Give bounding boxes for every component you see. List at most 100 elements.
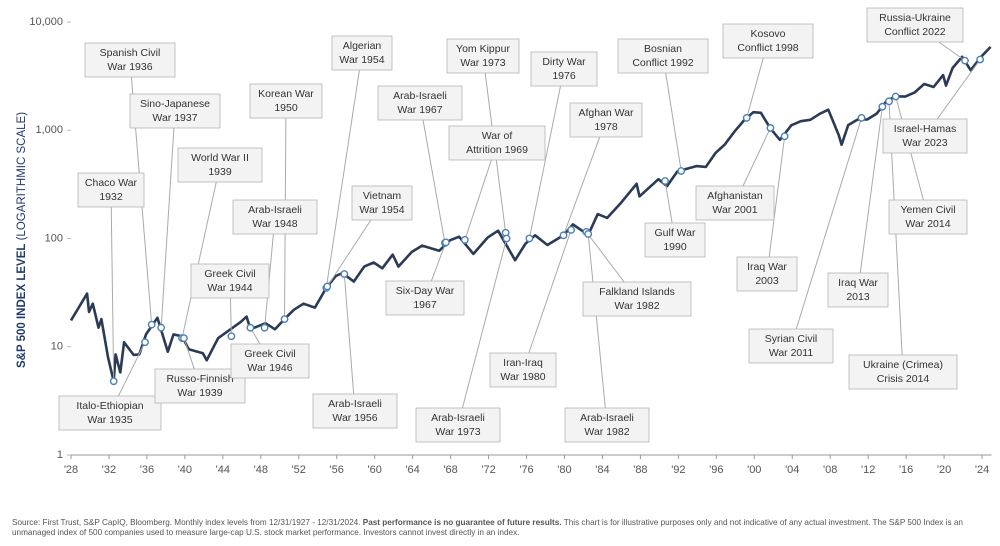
label-box bbox=[312, 393, 398, 429]
event-marker bbox=[227, 332, 236, 341]
event-marker bbox=[246, 323, 255, 332]
event-marker bbox=[661, 177, 669, 185]
event-marker bbox=[567, 226, 576, 234]
x-tick-label: '12 bbox=[861, 464, 875, 476]
label-box bbox=[617, 38, 709, 74]
event-marker bbox=[141, 338, 149, 347]
event-marker bbox=[502, 234, 511, 243]
label-box bbox=[582, 281, 692, 317]
annotation-label: Greek Civil bbox=[204, 268, 255, 280]
annotation-label: Arab-Israeli bbox=[328, 398, 382, 410]
label-box bbox=[866, 7, 964, 43]
label-box bbox=[530, 51, 598, 87]
label-box bbox=[77, 172, 145, 208]
event-marker bbox=[584, 230, 593, 238]
annotation-label: Syrian Civil bbox=[765, 333, 818, 345]
label-box bbox=[177, 147, 263, 183]
annotation-label: War 2011 bbox=[769, 347, 814, 359]
annotation-label: Chaco War bbox=[85, 177, 138, 189]
annotation-label: War 1935 bbox=[87, 414, 132, 426]
leader-line bbox=[457, 238, 508, 426]
event-marker bbox=[109, 377, 118, 386]
x-tick-label: '64 bbox=[405, 464, 419, 476]
annotation-label: Russo-Finnish bbox=[166, 373, 233, 385]
annotation-label: Yemen Civil bbox=[900, 204, 955, 216]
annotation-label: Arab-Israeli bbox=[248, 204, 302, 216]
leader-line bbox=[160, 110, 176, 328]
x-tick-label: '16 bbox=[899, 464, 913, 476]
y-axis-title: S&P 500 INDEX LEVEL bbox=[16, 244, 28, 368]
x-tick-label: '96 bbox=[709, 464, 723, 476]
y-tick-label: 100 bbox=[45, 232, 63, 244]
label-box bbox=[446, 38, 520, 74]
label-box bbox=[888, 199, 968, 235]
annotation-label: Iraq War bbox=[838, 277, 878, 289]
chart: S&P 500 INDEX LEVEL (LOGARITHMIC SCALE) … bbox=[16, 7, 992, 476]
annotation-label: Algerian bbox=[343, 40, 382, 52]
event-marker bbox=[677, 167, 686, 175]
x-tick-label: '92 bbox=[671, 464, 685, 476]
annotation-label: 1932 bbox=[99, 191, 123, 203]
label-box bbox=[230, 343, 310, 379]
footnote-text: This chart is for illustrative purposes … bbox=[12, 518, 963, 537]
annotation-label: Russia-Ukraine bbox=[879, 12, 951, 24]
annotation-label: War 1967 bbox=[397, 104, 442, 116]
annotation-label: War 1944 bbox=[207, 282, 252, 294]
leader-line bbox=[181, 164, 221, 339]
x-tick-label: '72 bbox=[481, 464, 495, 476]
annotation-label: Spanish Civil bbox=[100, 47, 161, 59]
y-axis-label: S&P 500 INDEX LEVEL (LOGARITHMIC SCALE) bbox=[16, 112, 28, 368]
event-marker bbox=[525, 234, 534, 243]
annotation-label: Greek Civil bbox=[244, 348, 295, 360]
leader-line bbox=[528, 68, 565, 239]
leader-line bbox=[343, 273, 356, 412]
leader-line bbox=[563, 119, 607, 236]
annotation-label: Iraq War bbox=[747, 261, 787, 273]
annotation-label: War 1937 bbox=[152, 112, 197, 124]
annotation-label: War 1973 bbox=[460, 57, 505, 69]
y-tick-label: 10,000 bbox=[29, 16, 63, 28]
annotation-label: War 1948 bbox=[252, 218, 297, 230]
x-tick-label: '28 bbox=[64, 464, 78, 476]
x-tick-label: '40 bbox=[178, 464, 192, 476]
annotation-label: 1939 bbox=[208, 166, 232, 178]
annotation-label: Conflict 2022 bbox=[884, 26, 945, 38]
leader-line bbox=[587, 233, 608, 426]
annotation-label: War 1982 bbox=[584, 426, 629, 438]
x-tick-label: '44 bbox=[216, 464, 230, 476]
annotation-label: War 2023 bbox=[902, 137, 947, 149]
leader-line bbox=[264, 216, 276, 328]
event-marker bbox=[340, 270, 349, 278]
labels: Spanish Civil War 1936 Sino-Japanese War 19… bbox=[58, 7, 968, 443]
event-marker bbox=[441, 238, 450, 247]
label-box bbox=[882, 118, 968, 154]
x-tick-label: '60 bbox=[368, 464, 382, 476]
leader-line bbox=[522, 229, 572, 371]
leader-line bbox=[325, 52, 363, 288]
label-box bbox=[377, 85, 463, 121]
annotation-label: World War II bbox=[191, 152, 249, 164]
label-box bbox=[154, 368, 246, 404]
label-box bbox=[827, 272, 889, 308]
label-box bbox=[695, 185, 775, 221]
x-tick-label: '00 bbox=[747, 464, 761, 476]
event-marker bbox=[147, 320, 156, 329]
annotation-label: Dirty War bbox=[542, 56, 586, 68]
annotation-label: Yom Kippur bbox=[456, 43, 510, 55]
leaders bbox=[109, 24, 981, 426]
annotation-label: 1976 bbox=[552, 70, 576, 82]
annotation-label: Conflict 1992 bbox=[632, 57, 693, 69]
leader-line bbox=[790, 117, 862, 347]
annotation-label: Attrition 1969 bbox=[466, 144, 528, 156]
annotation-label: Italo-Ethiopian bbox=[76, 400, 143, 412]
footnote-bold: Past performance is no guarantee of futu… bbox=[362, 518, 562, 527]
label-box bbox=[736, 256, 798, 292]
annotation-label: Arab-Israeli bbox=[393, 90, 447, 102]
label-box bbox=[84, 42, 176, 78]
annotation-label: Israel-Hamas bbox=[894, 123, 956, 135]
leader-line bbox=[857, 106, 883, 291]
event-marker bbox=[766, 124, 775, 132]
label-box bbox=[249, 83, 323, 119]
annotation-label: 1990 bbox=[663, 241, 687, 253]
annotation-label: 1950 bbox=[274, 102, 298, 114]
